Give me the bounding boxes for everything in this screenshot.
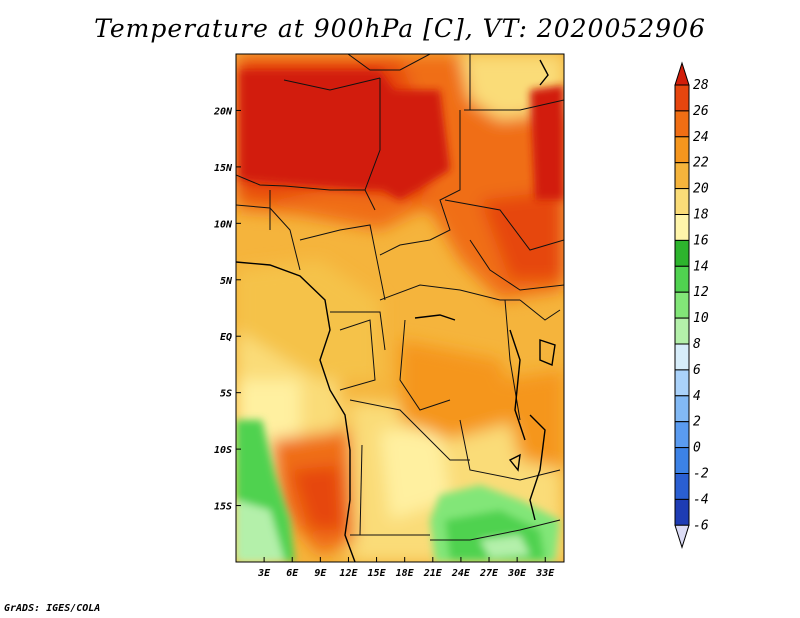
colorbar-min-triangle [674,524,690,549]
temperature-field [236,54,564,562]
lat-tick-label: 5N [220,276,233,287]
colorbar-label: 14 [693,259,709,274]
lon-tick-label: 24E [451,568,471,579]
colorbar-label: 24 [693,130,709,145]
lat-tick-label: 10S [214,445,232,456]
colorbar-label: 28 [693,78,709,93]
colorbar-label: 12 [693,285,709,300]
colorbar-swatch [674,162,690,190]
map-frame [235,53,565,563]
colorbar-swatch [674,136,690,164]
colorbar-swatch [674,188,690,216]
colorbar-label: 16 [693,233,709,248]
lon-tick-label: 21E [423,568,443,579]
colorbar-swatch [674,421,690,449]
colorbar-label: 0 [693,441,701,456]
colorbar-swatch [674,110,690,138]
colorbar-label: 20 [693,182,709,197]
colorbar-label: 10 [693,311,709,326]
colorbar-label: 22 [693,156,709,171]
colorbar-label: 8 [693,337,701,352]
grads-credit: GrADS: IGES/COLA [4,603,101,614]
map-title: Temperature at 900hPa [C], VT: 202005290… [94,14,706,43]
lat-tick-label: 15S [214,502,232,513]
colorbar-swatch [674,343,690,371]
lon-tick-label: 3E [257,568,271,579]
colorbar-swatch [674,369,690,397]
lon-tick-label: 6E [286,568,299,579]
colorbar-label: 18 [693,208,709,223]
latitude-ticks: 20N 15N 10N 5N EQ 5S 10S 15S [213,106,241,513]
colorbar-label: 2 [693,415,701,430]
colorbar-label: 6 [693,363,701,378]
colorbar-swatch [674,239,690,267]
colorbar-max-triangle [674,61,690,86]
lon-tick-label: 30E [507,568,527,579]
colorbar-label: 4 [693,389,701,404]
colorbar-label: -2 [693,467,709,482]
lon-tick-label: 15E [368,568,387,579]
lat-tick-label: 10N [214,219,233,230]
lat-tick-label: EQ [220,332,232,343]
lon-tick-label: 9E [314,568,327,579]
lat-tick-label: 15N [214,163,233,174]
colorbar-swatch [674,473,690,500]
colorbar-swatch [674,84,690,112]
colorbar-swatch [674,214,690,241]
lat-tick-label: 5S [220,389,232,400]
colorbar-swatch [674,265,690,293]
lon-tick-label: 33E [535,568,555,579]
colorbar-label: -4 [693,492,709,507]
colorbar-swatch [674,395,690,423]
colorbar-swatch [674,447,690,475]
colorbar-label: 26 [693,104,709,119]
colorbar-swatch [674,498,690,526]
lon-tick-label: 12E [339,568,358,579]
lat-tick-label: 20N [213,106,233,117]
lon-tick-label: 18E [396,568,415,579]
coastlines [236,59,556,562]
colorbar-swatch [674,291,690,319]
colorbar-swatch [674,317,690,345]
longitude-ticks: 3E 6E 9E 12E 15E 18E 21E 24E 27E 30E 33E [257,557,555,579]
lon-tick-label: 27E [479,568,499,579]
colorbar-label: -6 [693,518,709,533]
